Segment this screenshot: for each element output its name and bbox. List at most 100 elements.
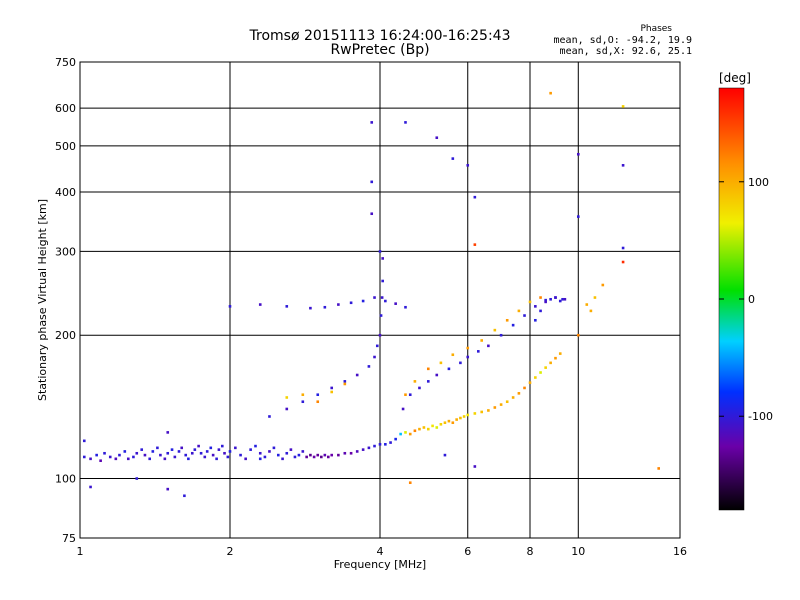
- plot-frame: [79, 61, 681, 539]
- data-point: [435, 426, 439, 429]
- data-point: [534, 305, 537, 308]
- data-point: [517, 392, 521, 395]
- data-point: [135, 477, 139, 480]
- data-point: [226, 455, 230, 459]
- data-point: [82, 439, 86, 443]
- data-point: [544, 366, 547, 369]
- data-point: [95, 453, 98, 457]
- data-point: [197, 444, 200, 448]
- data-point: [316, 393, 320, 397]
- colorbar-tick-label: 0: [748, 293, 755, 306]
- data-point: [381, 257, 384, 260]
- data-point: [576, 152, 580, 156]
- data-point: [268, 450, 271, 453]
- data-point: [426, 427, 430, 431]
- data-point: [370, 121, 374, 124]
- data-point: [187, 457, 190, 461]
- data-point: [281, 457, 284, 461]
- data-point: [166, 487, 170, 491]
- data-point: [480, 339, 484, 342]
- data-point: [82, 455, 86, 459]
- data-point: [301, 450, 305, 453]
- data-point: [301, 400, 305, 404]
- data-point: [370, 180, 374, 184]
- y-tick-label: 500: [55, 140, 76, 153]
- colorbar-label: [deg]: [719, 71, 751, 85]
- y-tick-label: 200: [55, 329, 76, 342]
- x-tick-label: 10: [571, 545, 585, 558]
- data-point: [447, 419, 451, 423]
- data-point: [190, 451, 194, 455]
- data-point: [401, 407, 405, 411]
- data-point: [316, 400, 320, 404]
- data-point: [323, 453, 327, 457]
- data-point: [330, 390, 334, 394]
- data-point: [408, 432, 412, 436]
- data-point: [211, 453, 215, 457]
- data-point: [320, 455, 323, 459]
- data-point: [343, 380, 347, 383]
- data-point: [459, 416, 462, 420]
- data-point: [466, 355, 470, 359]
- data-point: [528, 300, 532, 304]
- data-point: [384, 443, 387, 446]
- data-point: [505, 318, 509, 322]
- x-ticks: 1 2 4 6 8 10 16: [77, 545, 688, 558]
- data-point: [373, 444, 376, 448]
- data-point: [285, 407, 289, 411]
- chart-title: Tromsø 20151113 16:24:00-16:25:43: [249, 28, 511, 44]
- x-axis-label: Frequency [MHz]: [334, 558, 426, 571]
- data-point: [89, 485, 92, 489]
- data-point: [439, 422, 443, 426]
- data-point: [381, 279, 384, 283]
- data-point: [180, 446, 184, 450]
- data-point: [349, 451, 353, 455]
- data-point: [132, 455, 135, 459]
- stats-x: mean, sd,X: 92.6, 25.1: [560, 46, 692, 57]
- data-point: [447, 367, 451, 371]
- data-point: [375, 344, 379, 348]
- data-point: [367, 365, 371, 368]
- data-point: [493, 328, 497, 332]
- data-point: [384, 299, 387, 303]
- data-point: [378, 333, 382, 337]
- data-point: [621, 260, 625, 264]
- data-point: [337, 453, 340, 457]
- data-point: [487, 344, 490, 348]
- x-tick-label: 1: [77, 545, 84, 558]
- data-point: [523, 314, 526, 317]
- data-point: [451, 157, 455, 160]
- data-point: [285, 396, 289, 399]
- data-point: [601, 283, 605, 287]
- data-point: [439, 361, 443, 365]
- data-point: [576, 333, 580, 337]
- data-point: [312, 455, 316, 459]
- data-point: [413, 429, 417, 433]
- data-point: [544, 298, 547, 302]
- data-point: [462, 415, 466, 418]
- data-point: [143, 453, 147, 457]
- data-point: [534, 318, 537, 322]
- data-point: [499, 403, 503, 406]
- data-point: [466, 346, 470, 350]
- data-point: [244, 457, 247, 461]
- data-point: [455, 418, 458, 421]
- data-point: [323, 305, 327, 309]
- data-point: [209, 446, 213, 450]
- data-point: [193, 448, 197, 451]
- data-point: [126, 457, 130, 461]
- data-point: [473, 465, 477, 468]
- data-point: [561, 297, 564, 301]
- data-point: [361, 299, 365, 303]
- data-point: [370, 212, 374, 216]
- data-point: [558, 299, 562, 303]
- data-point: [585, 303, 589, 306]
- data-point: [330, 453, 334, 457]
- data-point: [426, 380, 430, 383]
- data-point: [404, 393, 407, 397]
- data-point: [473, 243, 477, 246]
- data-point: [549, 361, 552, 365]
- data-point: [258, 451, 262, 455]
- data-point: [258, 457, 262, 461]
